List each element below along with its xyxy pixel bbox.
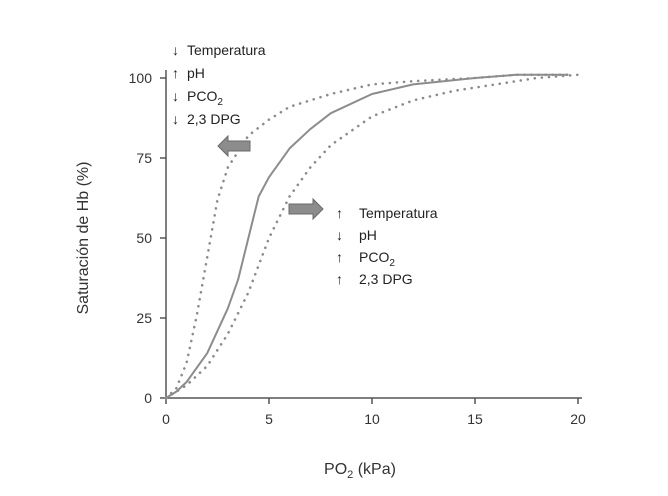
x-axis-title-subscript: 2 — [347, 469, 353, 481]
annotation-text: PCO2 — [359, 249, 395, 269]
series-group — [164, 73, 580, 400]
x-tick-label: 5 — [265, 411, 273, 427]
annotation-text: pH — [187, 65, 205, 81]
annotation-arrow: ↓ — [172, 111, 179, 127]
x-axis-title: PO2 (kPa) — [324, 461, 396, 481]
annotation-label: 2,3 DPG — [187, 111, 241, 127]
annotation-label: pH — [187, 65, 205, 81]
annotation-arrow: ↑ — [172, 65, 179, 81]
annotations: ↓ Temperatura↑ pH↓ PCO2↓ 2,3 DPG↑ Temperatura… — [172, 42, 438, 287]
annotation-label: pH — [359, 227, 377, 243]
left-shift-factors: ↓ Temperatura ↑ pH ↓ PCO2 ↓ 2,3 DPG — [172, 42, 266, 127]
annotation-label: Temperatura — [359, 205, 438, 221]
axes: 0 25 50 75 100 0 5 10 15 20 — [129, 70, 586, 427]
annotation-arrow: ↓ — [172, 88, 179, 104]
annotation-label: Temperatura — [187, 42, 266, 58]
annotation-label: PCO — [359, 249, 389, 265]
annotation-text: 2,3 DPG — [187, 111, 241, 127]
annotation-arrow: ↑ — [336, 249, 343, 265]
annotation-arrow: ↑ — [336, 205, 343, 221]
y-tick-label: 0 — [144, 390, 152, 406]
annotation-text: pH — [359, 227, 377, 243]
x-axis-title-unit: (kPa) — [353, 461, 396, 478]
shift-arrows — [217, 134, 324, 221]
y-tick-label: 100 — [129, 70, 153, 86]
annotation-text: PCO2 — [187, 88, 223, 108]
x-tick-label: 0 — [162, 411, 170, 427]
y-tick-label: 75 — [136, 150, 152, 166]
y-tick-label: 25 — [136, 310, 152, 326]
annotation-label: 2,3 DPG — [359, 271, 413, 287]
annotation-subscript: 2 — [217, 97, 223, 108]
annotation-text: Temperatura — [187, 42, 266, 58]
curve-normal — [165, 73, 569, 399]
y-axis-title: Saturación de Hb (%) — [75, 162, 92, 315]
axis-titles: PO2 (kPa)Saturación de Hb (%) — [75, 162, 396, 481]
y-tick-label: 50 — [136, 230, 152, 246]
annotation-text: Temperatura — [359, 205, 438, 221]
annotation-arrow: ↓ — [172, 42, 179, 58]
left-shift-arrow — [217, 134, 251, 158]
annotation-arrow: ↓ — [336, 227, 343, 243]
annotation-text: 2,3 DPG — [359, 271, 413, 287]
right-shift-factors: ↑ Temperatura ↓ pH ↑ PCO2 ↑ 2,3 DPG — [336, 205, 438, 287]
x-tick-label: 20 — [570, 411, 586, 427]
right-shift-arrow — [288, 197, 324, 221]
annotation-arrow: ↑ — [336, 271, 343, 287]
x-axis-title-main: PO — [324, 461, 347, 478]
x-tick-label: 15 — [467, 411, 483, 427]
x-tick-label: 10 — [364, 411, 380, 427]
annotation-subscript: 2 — [389, 258, 395, 269]
annotation-label: PCO — [187, 88, 217, 104]
